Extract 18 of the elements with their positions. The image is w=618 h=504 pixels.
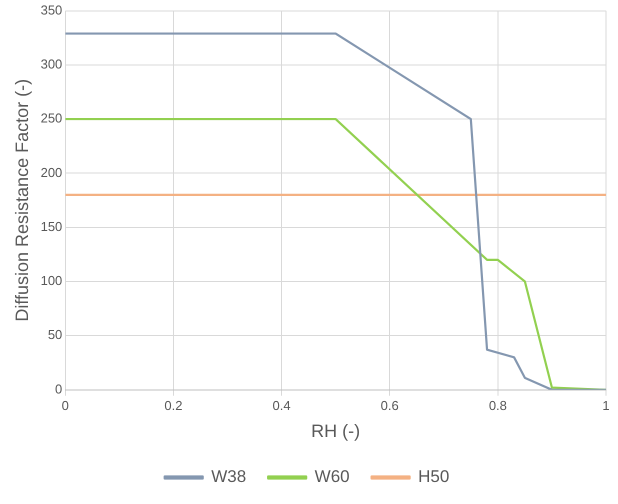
x-tick-label: 0.4 [272,398,291,414]
y-axis-title: Diffusion Resistance Factor (-) [12,78,32,322]
y-tick-label: 0 [55,381,62,396]
legend-label: W60 [314,467,350,486]
y-tick-label: 300 [40,56,62,72]
y-tick-label: 350 [40,2,62,18]
x-tick-label: 0.6 [380,398,399,414]
y-tick-label: 250 [40,110,62,126]
y-tick-label: 50 [48,327,62,342]
x-axis-title: RH (-) [311,421,360,442]
legend-label: H50 [418,467,450,486]
x-tick-label: 0.8 [488,398,507,414]
x-tick-label: 1 [602,398,610,414]
y-tick-label: 200 [40,164,62,180]
y-tick-label: 100 [40,273,62,288]
x-tick-label: 0.2 [164,398,182,414]
legend-label: W38 [211,467,246,486]
y-tick-label: 150 [40,218,62,234]
